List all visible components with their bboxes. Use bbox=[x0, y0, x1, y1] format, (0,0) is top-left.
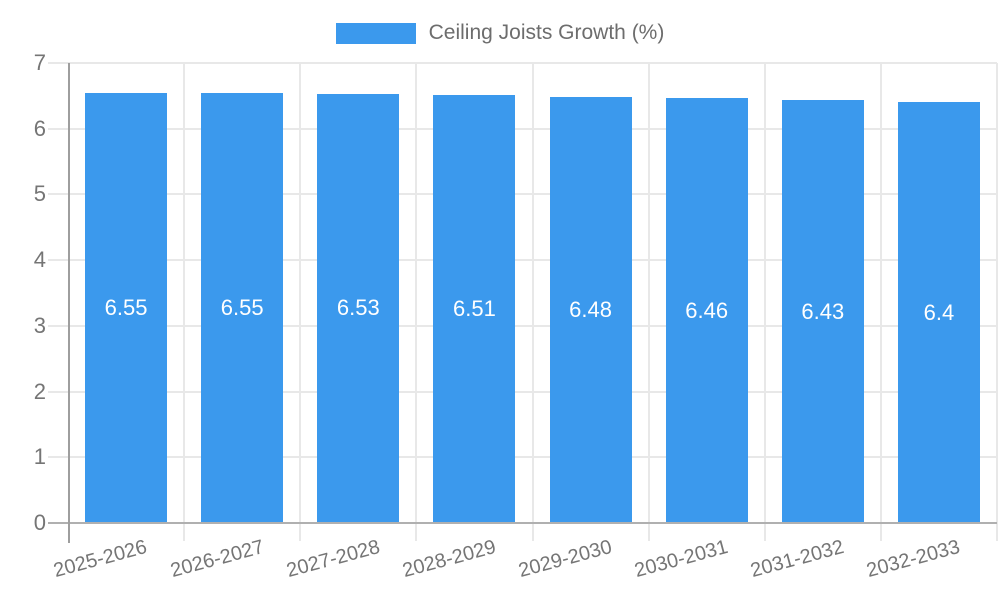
y-axis-tick-label: 1 bbox=[33, 444, 46, 470]
x-gridline bbox=[415, 63, 418, 541]
y-axis-tick-label: 3 bbox=[33, 312, 46, 338]
x-gridline bbox=[763, 63, 766, 541]
bar-value-label: 6.43 bbox=[801, 298, 845, 324]
y-axis-tick-label: 5 bbox=[33, 181, 46, 207]
x-axis-tick-label: 2025-2026 bbox=[51, 536, 150, 583]
bar bbox=[85, 92, 168, 523]
x-gridline bbox=[183, 63, 186, 541]
bar-value-label: 6.4 bbox=[923, 299, 955, 325]
y-gridline bbox=[48, 259, 997, 262]
y-axis-tick-label: 0 bbox=[33, 510, 46, 535]
y-axis-tick-label: 2 bbox=[33, 378, 46, 404]
x-axis-tick-label: 2028-2029 bbox=[400, 536, 499, 583]
y-axis-tick-label: 7 bbox=[33, 50, 46, 75]
y-gridline bbox=[48, 127, 997, 130]
x-gridline bbox=[879, 63, 882, 541]
y-gridline bbox=[48, 62, 997, 64]
x-gridline bbox=[996, 63, 998, 541]
y-axis-tick-label: 6 bbox=[33, 115, 46, 141]
chart-legend: Ceiling Joists Growth (%) bbox=[0, 21, 1000, 45]
bar-value-label: 6.55 bbox=[220, 294, 264, 320]
y-gridline bbox=[48, 193, 997, 196]
bar-value-label: 6.48 bbox=[569, 297, 612, 323]
bar bbox=[665, 98, 748, 523]
bar bbox=[549, 97, 632, 523]
x-axis-tick-label: 2029-2030 bbox=[516, 536, 615, 583]
y-axis-line bbox=[68, 63, 70, 543]
bar bbox=[317, 93, 400, 523]
y-gridline bbox=[48, 324, 997, 327]
bar-value-label: 6.55 bbox=[104, 294, 148, 320]
x-gridline bbox=[531, 63, 534, 541]
legend-series-label: Ceiling Joists Growth (%) bbox=[428, 21, 665, 44]
x-axis-tick-label: 2030-2031 bbox=[632, 536, 731, 583]
bar-value-label: 6.51 bbox=[453, 296, 496, 322]
x-gridline bbox=[647, 63, 650, 541]
bar bbox=[897, 102, 980, 523]
plot-area: 6.55 6.55 6.53 6.51 6.48 6.46 6.43 6.4 bbox=[48, 62, 998, 543]
x-axis-tick-label: 2026-2027 bbox=[167, 536, 266, 583]
bar-value-label: 6.53 bbox=[336, 295, 380, 321]
y-gridline bbox=[48, 456, 997, 459]
bar-value-label: 6.46 bbox=[685, 297, 729, 323]
y-gridline bbox=[48, 390, 997, 393]
bar bbox=[201, 92, 284, 523]
x-axis-tick-label: 2031-2032 bbox=[748, 536, 847, 583]
bar bbox=[781, 100, 864, 523]
x-axis-tick-label: 2027-2028 bbox=[283, 536, 383, 583]
bar bbox=[433, 95, 516, 523]
x-axis-line bbox=[48, 522, 997, 524]
x-gridline bbox=[299, 63, 302, 541]
x-axis-tick-label: 2032-2033 bbox=[864, 536, 963, 583]
legend-swatch bbox=[335, 22, 416, 44]
y-axis-tick-label: 4 bbox=[33, 247, 46, 273]
